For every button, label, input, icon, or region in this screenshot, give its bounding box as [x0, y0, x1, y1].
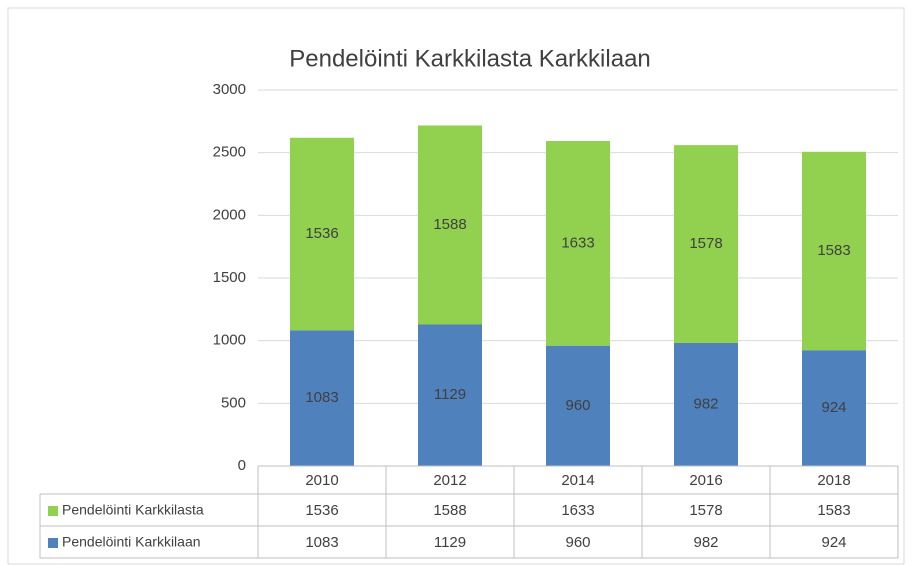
bar-segment [290, 137, 354, 331]
y-tick-label: 3000 [213, 81, 246, 98]
y-tick-label: 0 [238, 457, 246, 474]
x-tick-label: 2010 [305, 472, 338, 489]
bar-segment [674, 145, 738, 343]
x-tick-label: 2012 [433, 472, 466, 489]
data-label: 1633 [561, 234, 594, 251]
y-tick-label: 2500 [213, 144, 246, 161]
table-cell: 1583 [817, 502, 850, 519]
legend-swatch [48, 506, 58, 516]
x-tick-label: 2014 [561, 472, 594, 489]
table-cell: 982 [693, 534, 718, 551]
data-label: 1083 [305, 389, 338, 406]
y-tick-label: 1500 [213, 269, 246, 286]
bar-segment [290, 330, 354, 466]
data-label: 924 [821, 399, 846, 416]
data-label: 1129 [434, 386, 466, 403]
y-tick-label: 2000 [213, 206, 246, 223]
table-cell: 1633 [561, 502, 594, 519]
data-label: 1588 [433, 216, 466, 233]
table-cell: 1588 [433, 502, 466, 519]
data-label: 1578 [689, 235, 722, 252]
data-label: 960 [565, 397, 590, 414]
bar-segment [546, 141, 610, 346]
x-tick-label: 2016 [689, 472, 722, 489]
y-tick-label: 500 [221, 394, 246, 411]
bar-segment [418, 324, 482, 466]
bar-segment [802, 350, 866, 466]
legend-label: Pendelöinti Karkkilaan [62, 534, 201, 550]
table-cell: 1083 [305, 534, 338, 551]
data-label: 1536 [305, 225, 338, 242]
table-cell: 960 [565, 534, 590, 551]
y-tick-label: 1000 [213, 332, 246, 349]
table-cell: 1129 [434, 534, 466, 551]
table-cell: 1578 [689, 502, 722, 519]
data-label: 1583 [817, 242, 850, 259]
table-cell: 924 [821, 534, 846, 551]
legend-label: Pendelöinti Karkkilasta [62, 502, 204, 518]
bar-segment [674, 342, 738, 466]
bar-segment [802, 151, 866, 351]
x-tick-label: 2018 [817, 472, 850, 489]
chart-title: Pendelöinti Karkkilasta Karkkilaan [289, 45, 651, 72]
bar-segment [546, 345, 610, 466]
legend-swatch [48, 538, 58, 548]
table-cell: 1536 [305, 502, 338, 519]
data-label: 982 [693, 395, 718, 412]
bar-segment [418, 125, 482, 325]
